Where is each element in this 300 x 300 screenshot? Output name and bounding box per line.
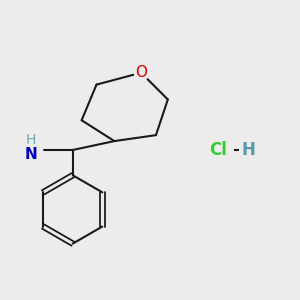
Text: H: H	[241, 141, 255, 159]
Text: O: O	[135, 65, 147, 80]
Text: H: H	[26, 133, 36, 147]
Text: N: N	[25, 147, 38, 162]
Text: Cl: Cl	[209, 141, 227, 159]
